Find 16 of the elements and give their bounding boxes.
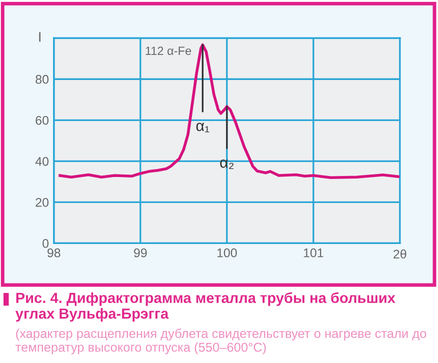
x-tick-label: 98 (48, 248, 60, 258)
y-tick-label: 20 (36, 198, 49, 207)
x-tick-label: 100 (217, 248, 237, 258)
y-tick-label: 0 (42, 239, 49, 248)
annotation: 112 α-Fe (146, 46, 192, 55)
y-tick-label: 80 (36, 74, 49, 84)
y-tick-label: 40 (35, 156, 49, 166)
y-tick-label: 60 (36, 116, 49, 125)
text: Рис. 4. Дифрактограмма металла трубы на больших углах Вульфа-Брэгга (15, 292, 396, 322)
line-series (58, 43, 400, 179)
y-axis-title: I (39, 32, 40, 42)
x-tick-label: 99 (134, 248, 147, 258)
x-tick-label: 101 (304, 248, 324, 258)
text: (характер расщепления дублета свидетельствует о нагреве стали до температур высокого отпуска (550–600°С) (16, 328, 426, 354)
x-axis-title: 2θ (394, 249, 406, 259)
annotation: α₁ (196, 122, 210, 132)
